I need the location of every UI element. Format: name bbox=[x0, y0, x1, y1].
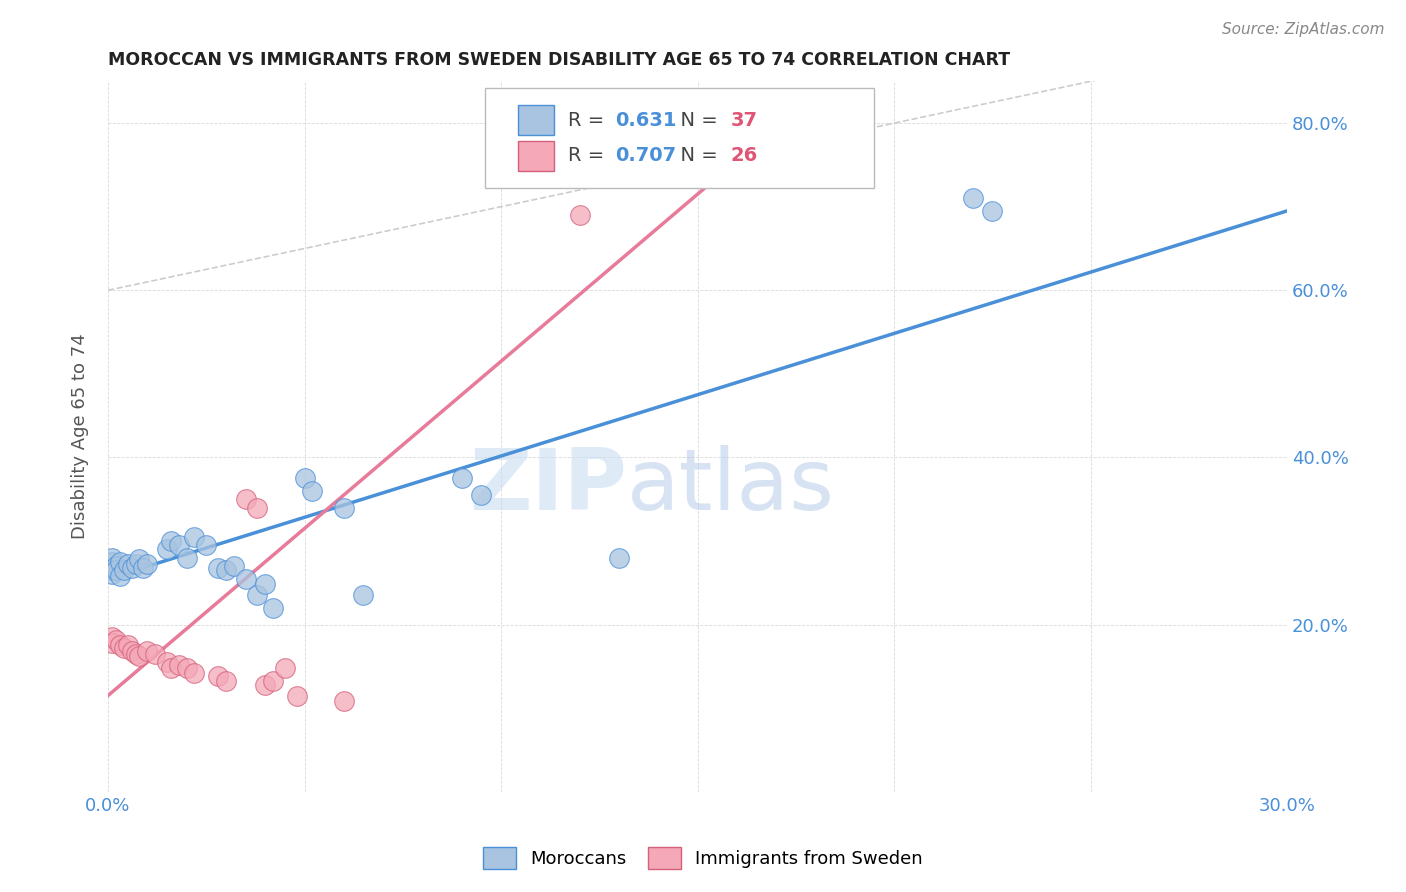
Text: N =: N = bbox=[668, 111, 724, 130]
Point bbox=[101, 550, 124, 565]
Point bbox=[104, 632, 127, 647]
Point bbox=[167, 538, 190, 552]
Point bbox=[470, 488, 492, 502]
Point bbox=[301, 483, 323, 498]
Point bbox=[294, 471, 316, 485]
Point bbox=[246, 500, 269, 515]
Text: 26: 26 bbox=[731, 146, 758, 165]
Text: R =: R = bbox=[568, 111, 610, 130]
Point bbox=[262, 674, 284, 689]
Point bbox=[121, 644, 143, 658]
Point bbox=[254, 678, 277, 692]
Point bbox=[274, 661, 297, 675]
Point bbox=[285, 689, 308, 703]
Point bbox=[183, 530, 205, 544]
Point bbox=[101, 636, 124, 650]
Point bbox=[160, 661, 183, 675]
Point bbox=[136, 644, 159, 658]
Point bbox=[156, 655, 179, 669]
Point bbox=[121, 560, 143, 574]
FancyBboxPatch shape bbox=[519, 141, 554, 171]
Point bbox=[262, 600, 284, 615]
Y-axis label: Disability Age 65 to 74: Disability Age 65 to 74 bbox=[72, 334, 89, 540]
Point bbox=[128, 552, 150, 566]
Point bbox=[235, 572, 257, 586]
Point bbox=[207, 669, 229, 683]
Text: 0.631: 0.631 bbox=[614, 111, 676, 130]
Text: N =: N = bbox=[668, 146, 724, 165]
Point bbox=[136, 558, 159, 572]
Point bbox=[108, 569, 131, 583]
Point bbox=[160, 533, 183, 548]
Point bbox=[222, 559, 245, 574]
Text: MOROCCAN VS IMMIGRANTS FROM SWEDEN DISABILITY AGE 65 TO 74 CORRELATION CHART: MOROCCAN VS IMMIGRANTS FROM SWEDEN DISAB… bbox=[108, 51, 1010, 69]
Point bbox=[128, 649, 150, 664]
Point bbox=[450, 471, 472, 485]
Point bbox=[333, 500, 356, 515]
Point bbox=[101, 630, 124, 644]
Point bbox=[215, 674, 238, 689]
FancyBboxPatch shape bbox=[519, 105, 554, 136]
Point bbox=[962, 191, 984, 205]
Point bbox=[108, 639, 131, 653]
Point bbox=[117, 558, 139, 572]
Point bbox=[101, 563, 124, 577]
Point bbox=[215, 563, 238, 577]
Point bbox=[235, 492, 257, 507]
Point bbox=[333, 694, 356, 708]
Text: ZIP: ZIP bbox=[470, 445, 627, 528]
Point bbox=[176, 661, 198, 675]
Point bbox=[568, 208, 591, 222]
Point bbox=[207, 560, 229, 574]
Point bbox=[104, 559, 127, 574]
Point bbox=[112, 640, 135, 655]
Point bbox=[353, 588, 375, 602]
Point bbox=[176, 550, 198, 565]
Point bbox=[254, 577, 277, 591]
Text: 37: 37 bbox=[731, 111, 758, 130]
Point bbox=[607, 550, 630, 565]
Point bbox=[143, 647, 166, 661]
Point bbox=[112, 563, 135, 577]
Point bbox=[104, 563, 127, 577]
Point bbox=[195, 538, 218, 552]
Point bbox=[183, 666, 205, 681]
Point bbox=[981, 203, 1004, 218]
Point bbox=[132, 560, 155, 574]
Text: Source: ZipAtlas.com: Source: ZipAtlas.com bbox=[1222, 22, 1385, 37]
Point bbox=[124, 558, 146, 572]
Text: 0.707: 0.707 bbox=[614, 146, 676, 165]
Point bbox=[246, 588, 269, 602]
FancyBboxPatch shape bbox=[485, 88, 875, 188]
Point bbox=[101, 567, 124, 582]
Text: R =: R = bbox=[568, 146, 610, 165]
Point bbox=[117, 639, 139, 653]
Point bbox=[124, 647, 146, 661]
Point bbox=[156, 542, 179, 557]
Text: atlas: atlas bbox=[627, 445, 835, 528]
Legend: Moroccans, Immigrants from Sweden: Moroccans, Immigrants from Sweden bbox=[474, 838, 932, 879]
Point bbox=[101, 555, 124, 569]
Point bbox=[167, 657, 190, 672]
Point bbox=[108, 555, 131, 569]
